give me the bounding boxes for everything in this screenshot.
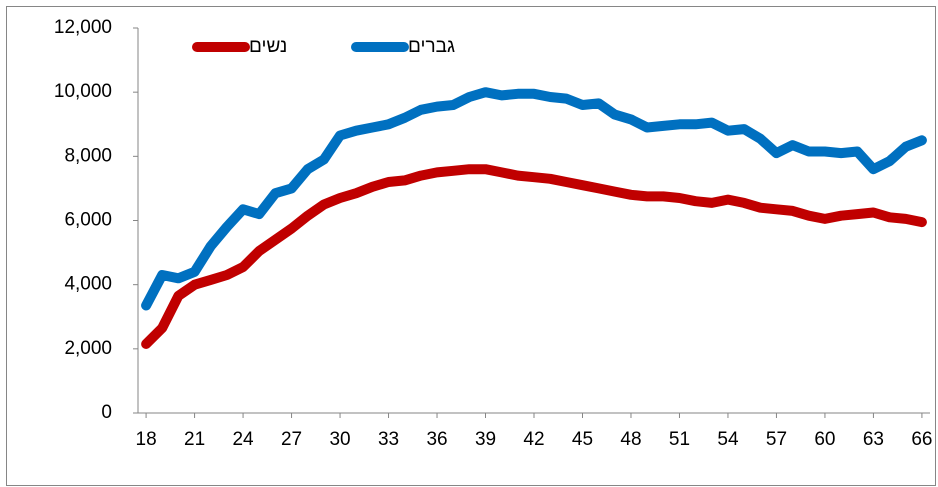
y-tick-label: 10,000 [54, 81, 112, 102]
y-tick-label: 2,000 [64, 338, 112, 359]
x-tick-label: 18 [136, 429, 157, 450]
x-tick-label: 57 [766, 429, 787, 450]
series-line [141, 164, 927, 349]
legend-label: נשים [249, 36, 287, 57]
y-tick-label: 4,000 [64, 274, 112, 295]
y-tick-label: 12,000 [54, 17, 112, 38]
legend-label: גברים [408, 36, 455, 57]
y-tick-label: 6,000 [64, 210, 112, 231]
x-tick-label: 66 [911, 429, 932, 450]
x-tick-label: 42 [523, 429, 544, 450]
x-tick-label: 33 [378, 429, 399, 450]
x-tick-label: 27 [281, 429, 302, 450]
x-tick-label: 39 [475, 429, 496, 450]
y-tick-label: 8,000 [64, 145, 112, 166]
x-tick-label: 21 [184, 429, 205, 450]
x-tick-label: 45 [572, 429, 593, 450]
y-tick-label: 0 [101, 402, 112, 423]
x-tick-label: 24 [232, 429, 254, 450]
x-tick-label: 60 [814, 429, 835, 450]
chart-frame [6, 6, 936, 486]
series-line [141, 87, 927, 311]
x-tick-label: 48 [620, 429, 641, 450]
x-tick-label: 36 [426, 429, 447, 450]
x-tick-label: 51 [669, 429, 690, 450]
x-tick-label: 63 [863, 429, 884, 450]
x-tick-label: 30 [329, 429, 350, 450]
x-tick-label: 54 [717, 429, 739, 450]
